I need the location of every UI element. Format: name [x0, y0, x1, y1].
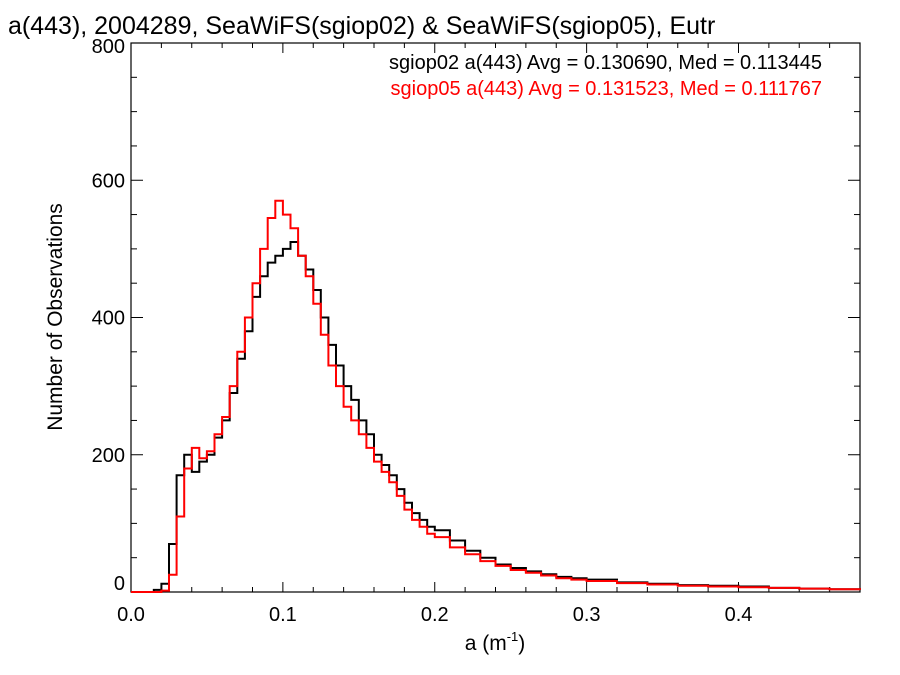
axis-ticks: 0.0 0.1 0.2 0.3 0.4 0 200 400 600 800 — [92, 36, 860, 626]
x-tick-label: 0.4 — [725, 604, 753, 626]
x-tick-label: 0.1 — [269, 604, 297, 626]
x-tick-label: 0.2 — [421, 604, 449, 626]
y-tick-label: 200 — [92, 445, 125, 467]
series-sgiop05-line — [131, 199, 861, 593]
x-tick-label: 0.0 — [117, 604, 145, 626]
data-series — [131, 199, 861, 593]
y-tick-label: 400 — [92, 308, 125, 330]
legend: sgiop02 a(443) Avg = 0.130690, Med = 0.1… — [389, 52, 822, 100]
x-axis-label-main: a (m — [465, 632, 507, 655]
x-axis-label: a (m-1) — [465, 629, 526, 655]
legend-entry-sgiop05: sgiop05 a(443) Avg = 0.131523, Med = 0.1… — [391, 78, 822, 100]
x-axis-label-sup: -1 — [507, 629, 519, 644]
legend-entry-sgiop02: sgiop02 a(443) Avg = 0.130690, Med = 0.1… — [389, 52, 822, 74]
y-tick-label: 0 — [114, 573, 125, 595]
x-axis-label-close: ) — [518, 632, 525, 655]
series-sgiop02-line — [131, 241, 861, 593]
chart-title: a(443), 2004289, SeaWiFS(sgiop02) & SeaW… — [8, 12, 715, 40]
y-tick-label: 600 — [92, 170, 125, 192]
y-axis-label: Number of Observations — [44, 203, 67, 431]
y-tick-label: 800 — [92, 36, 125, 58]
x-tick-label: 0.3 — [573, 604, 601, 626]
plot-frame — [130, 42, 861, 593]
